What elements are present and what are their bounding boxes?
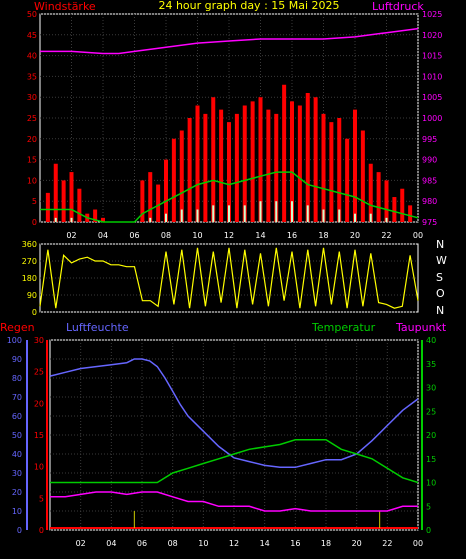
humidity-ytick-1: 10 [12, 507, 22, 516]
pressure-ytick-9: 1020 [422, 31, 442, 40]
pressure-ytick-7: 1010 [422, 72, 442, 81]
direction-label-n-bottom: N [436, 304, 444, 317]
climate-xtick-11: 00 [413, 539, 423, 548]
dewpoint-line [50, 491, 418, 512]
direction-label-w: W [436, 254, 447, 267]
climate-xtick-4: 10 [198, 539, 208, 548]
wind-ytick-4: 20 [27, 135, 37, 144]
wind-xtick-11: 00 [413, 231, 423, 240]
direction-label-s: S [436, 271, 443, 284]
wind-ytick-7: 35 [27, 72, 37, 81]
wind-xtick-9: 20 [350, 231, 360, 240]
humidity-ytick-0: 0 [17, 526, 22, 535]
direction-ytick-1: 90 [27, 291, 37, 300]
rain-ytick-1: 5 [39, 494, 44, 503]
temp-ytick-8: 40 [426, 336, 436, 345]
pressure-ytick-2: 985 [422, 176, 437, 185]
humidity-axis-label: Luftfeuchte [66, 321, 129, 334]
wind-ytick-8: 40 [27, 52, 37, 61]
rain-ytick-6: 30 [34, 336, 44, 345]
climate-xtick-5: 12 [229, 539, 239, 548]
direction-ytick-3: 270 [22, 257, 37, 266]
humidity-ytick-9: 90 [12, 355, 22, 364]
pressure-ytick-1: 980 [422, 197, 437, 206]
direction-ytick-4: 360 [22, 240, 37, 249]
direction-line [39, 247, 419, 309]
wind-ytick-6: 30 [27, 93, 37, 102]
climate-xtick-6: 14 [260, 539, 270, 548]
temperature-axis-label: Temperatur [311, 321, 376, 334]
humidity-ytick-4: 40 [12, 450, 22, 459]
climate-xtick-3: 08 [168, 539, 178, 548]
temp-ytick-6: 30 [426, 384, 436, 393]
wind-xtick-6: 14 [255, 231, 265, 240]
direction-ytick-2: 180 [22, 274, 37, 283]
pressure-ytick-0: 975 [422, 218, 437, 227]
humidity-ytick-6: 60 [12, 412, 22, 421]
wind-ytick-2: 10 [27, 176, 37, 185]
temp-ytick-2: 10 [426, 479, 436, 488]
rain-ytick-2: 10 [34, 463, 44, 472]
wind-xtick-10: 22 [381, 231, 391, 240]
pressure-line [40, 27, 419, 55]
rain-ytick-5: 25 [34, 368, 44, 377]
wind-xtick-2: 06 [129, 231, 139, 240]
wind-ytick-1: 5 [32, 197, 37, 206]
dewpoint-axis-label: Taupunkt [395, 321, 447, 334]
wind-xtick-1: 04 [98, 231, 108, 240]
wind-xtick-8: 18 [318, 231, 328, 240]
pressure-ytick-8: 1015 [422, 52, 442, 61]
wind-avg-line [40, 171, 419, 223]
temp-ytick-5: 25 [426, 407, 436, 416]
pressure-axis-label: Luftdruck [372, 0, 424, 13]
plots-layer: 0510152025303540455097598098599099510001… [7, 10, 443, 548]
pressure-ytick-3: 990 [422, 156, 437, 165]
wind-ytick-0: 0 [32, 218, 37, 227]
direction-label-o: O [436, 287, 445, 300]
pressure-ytick-4: 995 [422, 135, 437, 144]
climate-xtick-7: 16 [290, 539, 300, 548]
direction-label-n-top: N [436, 238, 444, 251]
humidity-ytick-5: 50 [12, 431, 22, 440]
wind-ytick-9: 45 [27, 31, 37, 40]
pressure-ytick-5: 1000 [422, 114, 442, 123]
wind-xtick-4: 10 [192, 231, 202, 240]
pressure-ytick-6: 1005 [422, 93, 442, 102]
rain-ytick-3: 15 [34, 431, 44, 440]
wind-xtick-0: 02 [66, 231, 76, 240]
rain-axis-label: Regen [0, 321, 35, 334]
humidity-ytick-2: 20 [12, 488, 22, 497]
direction-ytick-0: 0 [32, 308, 37, 317]
humidity-ytick-8: 80 [12, 374, 22, 383]
climate-xtick-9: 20 [352, 539, 362, 548]
temperature-line [50, 439, 419, 484]
rain-ytick-4: 20 [34, 399, 44, 408]
pressure-ytick-10: 1025 [422, 10, 442, 19]
humidity-ytick-10: 100 [7, 336, 22, 345]
temp-ytick-1: 5 [426, 502, 431, 511]
climate-xtick-10: 22 [382, 539, 392, 548]
temp-ytick-7: 35 [426, 360, 436, 369]
climate-xtick-0: 02 [76, 539, 86, 548]
wind-ytick-5: 25 [27, 114, 37, 123]
graph-title: 24 hour graph day : 15 Mai 2025 [158, 0, 339, 12]
humidity-ytick-3: 30 [12, 469, 22, 478]
temp-ytick-0: 0 [426, 526, 431, 535]
wind-xtick-5: 12 [224, 231, 234, 240]
humidity-line [49, 358, 419, 469]
temp-ytick-4: 20 [426, 431, 436, 440]
rain-ytick-0: 0 [39, 526, 44, 535]
climate-xtick-8: 18 [321, 539, 331, 548]
wind-xtick-7: 16 [287, 231, 297, 240]
wind-xtick-3: 08 [161, 231, 171, 240]
humidity-ytick-7: 70 [12, 393, 22, 402]
wind-axis-label: Windstärke [34, 0, 96, 13]
climate-xtick-2: 06 [137, 539, 147, 548]
temp-ytick-3: 15 [426, 455, 436, 464]
climate-xtick-1: 04 [106, 539, 116, 548]
wind-ytick-10: 50 [27, 10, 37, 19]
wind-ytick-3: 15 [27, 156, 37, 165]
